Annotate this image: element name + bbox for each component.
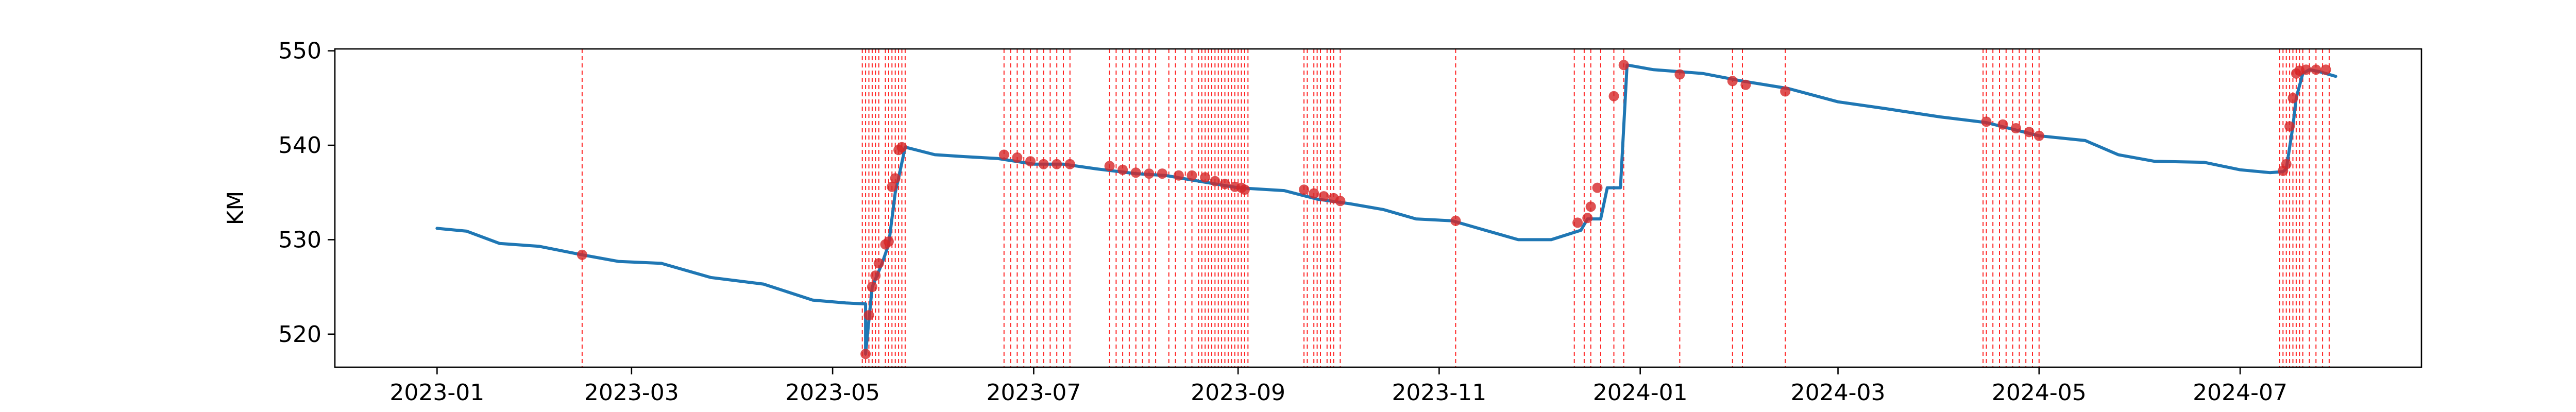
data-point [2320,64,2331,75]
data-point [1187,170,1197,181]
data-point [1780,86,1791,97]
data-point [890,173,901,184]
data-point [1025,156,1036,167]
data-point [998,149,1009,160]
data-point [1144,168,1155,179]
data-point [873,258,884,269]
y-axis-label: KM [223,191,249,226]
data-point [1038,159,1049,169]
data-point [1130,167,1141,178]
data-point [870,270,881,281]
data-point [1674,69,1685,80]
data-point [1219,179,1230,190]
series-line-group [435,63,2337,356]
data-point [2024,127,2035,138]
event-vlines [581,49,2330,367]
data-point [883,236,894,247]
data-point [896,142,907,152]
data-point [2311,64,2321,75]
data-point [1052,159,1062,169]
data-point [1740,79,1751,90]
data-point [1335,196,1346,207]
x-axis: 2023-01 2023-03 2023-05 2023-07 2023-09 2023-… [389,367,2287,406]
data-point [1582,213,1593,224]
data-point [887,181,897,192]
data-point [1618,60,1629,71]
y-tick-label: 530 [278,227,321,253]
data-point [2033,130,2044,141]
x-tick-label: 2023-11 [1392,380,1486,406]
x-tick-label: 2024-03 [1791,380,1886,406]
x-tick-label: 2024-07 [2193,380,2287,406]
x-tick-label: 2024-05 [1992,380,2087,406]
data-point [1210,176,1221,186]
data-point [1318,191,1329,202]
y-axis: 520 530 540 550 [278,38,335,348]
data-point [577,249,587,260]
data-point [1299,184,1309,195]
x-tick-label: 2023-03 [584,380,679,406]
y-tick-label: 550 [278,38,321,64]
event-markers [577,60,2331,359]
y-tick-label: 520 [278,321,321,348]
data-point [2281,159,2292,169]
data-point [1239,184,1250,195]
data-point [1200,172,1211,183]
data-point [1592,182,1603,193]
data-point [860,349,871,359]
data-point [2287,93,2298,104]
plot-frame [334,48,2422,368]
data-point [2011,123,2021,133]
data-point [2301,64,2312,75]
x-tick-label: 2023-01 [389,380,484,406]
data-point [867,282,877,293]
data-point [1064,159,1075,169]
data-point [1309,188,1319,199]
data-point [1104,161,1115,171]
data-point [1981,116,1992,127]
data-point [1450,215,1461,226]
data-point [1727,76,1738,87]
x-tick-label: 2023-07 [986,380,1081,406]
x-tick-label: 2023-09 [1191,380,1285,406]
y-tick-label: 540 [278,132,321,159]
data-point [2284,121,2295,132]
data-point [863,310,874,321]
data-point [1608,91,1619,101]
x-tick-label: 2023-05 [785,380,880,406]
data-point [1585,201,1596,212]
data-point [1572,217,1583,228]
data-point [1157,168,1167,179]
data-point [1117,164,1128,175]
data-point [1997,119,2008,130]
x-tick-label: 2024-01 [1593,380,1688,406]
data-point [1012,152,1023,163]
data-point [1173,170,1184,181]
series-line [435,63,2337,356]
